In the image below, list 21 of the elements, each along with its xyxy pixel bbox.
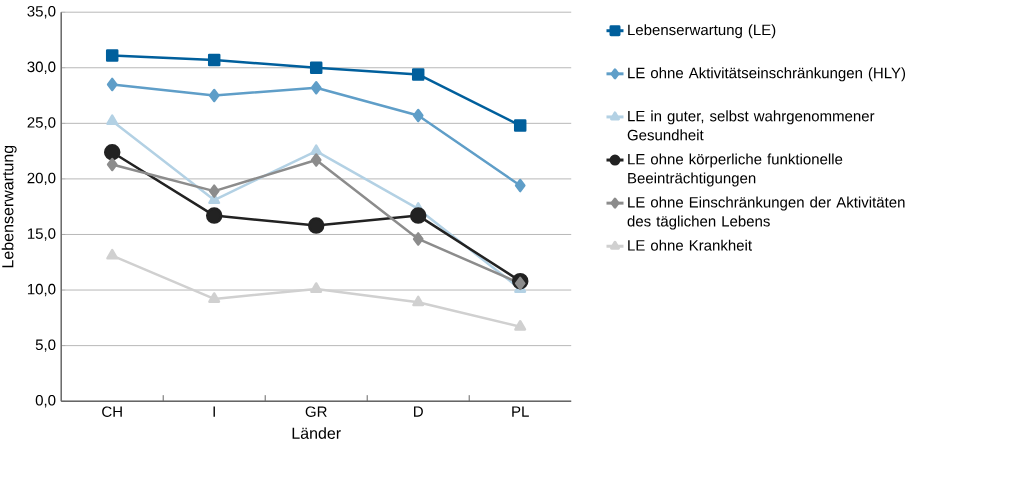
y-tick-label: 10,0 [27, 283, 56, 297]
y-tick-label: 30,0 [27, 61, 56, 74]
y-tick-label: 35,0 [27, 6, 56, 19]
y-tick-label: 5,0 [35, 339, 56, 352]
y-tick-label: 15,0 [27, 228, 56, 241]
y-tick-label: 25,0 [27, 117, 56, 130]
y-tick-label: 20,0 [27, 172, 56, 186]
x-tick-label: I [213, 406, 215, 417]
x-axis-title: Länder [292, 427, 341, 439]
legend-label: LE in guter, selbst wahrgenommener Gesundheit [627, 110, 875, 141]
legend-label: LE ohne Einschränkungen der Aktivitäten des täglichen Lebens [627, 196, 905, 230]
legend-label: LE ohne Krankheit [628, 239, 752, 251]
legend-label: LE ohne körperliche funktionelle Beeinträchtigungen [628, 153, 843, 187]
legend-label: Lebenserwartung (LE) [628, 24, 776, 39]
y-axis-title: Lebenserwartung [1, 145, 17, 268]
y-tick-label: 0,0 [35, 394, 56, 408]
x-tick-label: D [414, 406, 423, 417]
x-tick-label: GR [305, 406, 327, 417]
x-tick-label: PL [512, 406, 529, 417]
legend-label: LE ohne Aktivitätseinschränkungen (HLY) [628, 67, 906, 82]
x-tick-label: CH [102, 406, 122, 417]
